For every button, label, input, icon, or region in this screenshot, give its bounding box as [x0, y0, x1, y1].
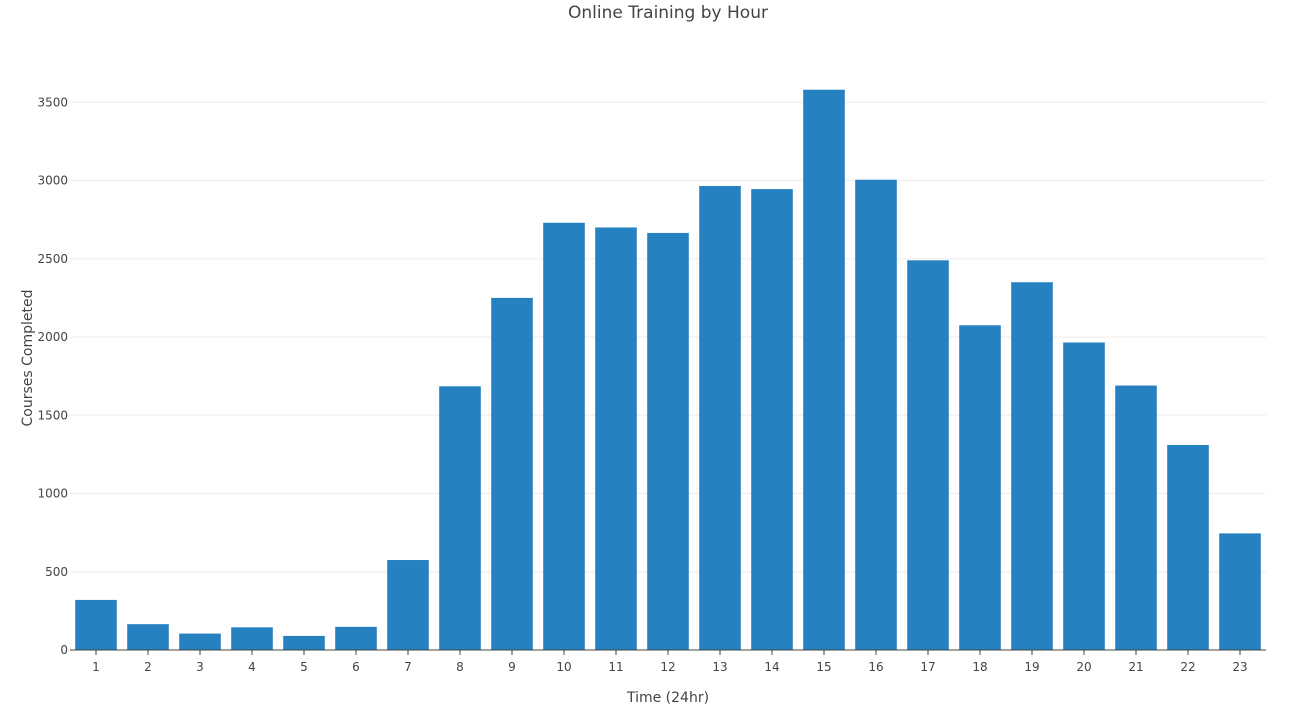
x-tick-label: 5 [300, 660, 308, 674]
bar-8[interactable] [439, 386, 481, 650]
bar-11[interactable] [595, 227, 637, 650]
bar-7[interactable] [387, 560, 429, 650]
bar-12[interactable] [647, 232, 689, 650]
bar-10[interactable] [543, 222, 585, 651]
x-tick-label: 9 [508, 660, 516, 674]
bar-23[interactable] [1219, 533, 1261, 650]
bar-5[interactable] [283, 635, 325, 650]
x-tick-label: 15 [816, 660, 831, 674]
x-tick-label: 22 [1180, 660, 1195, 674]
x-tick-label: 18 [972, 660, 987, 674]
x-tick-label: 23 [1232, 660, 1247, 674]
bar-14[interactable] [751, 189, 793, 651]
y-axis-title: Courses Completed [20, 290, 36, 427]
x-tick-label: 7 [404, 660, 412, 674]
x-tick-label: 13 [712, 660, 727, 674]
x-tick-label: 17 [920, 660, 935, 674]
y-tick-label: 2500 [37, 252, 68, 266]
y-tick-label: 500 [45, 565, 68, 579]
y-tick-label: 0 [60, 643, 68, 657]
x-tick-label: 14 [764, 660, 779, 674]
y-tick-label: 2000 [37, 330, 68, 344]
bar-3[interactable] [179, 633, 221, 650]
chart-title: Online Training by Hour [568, 3, 768, 23]
x-tick-label: 21 [1128, 660, 1143, 674]
x-tick-label: 1 [92, 660, 100, 674]
bar-18[interactable] [959, 325, 1001, 650]
x-tick-label: 4 [248, 660, 256, 674]
bars [75, 89, 1261, 651]
bar-13[interactable] [699, 185, 741, 650]
x-tick-label: 6 [352, 660, 360, 674]
bar-19[interactable] [1011, 282, 1053, 650]
y-tick-label: 3000 [37, 174, 68, 188]
y-tick-label: 1000 [37, 487, 68, 501]
y-tick-label: 1500 [37, 408, 68, 422]
x-tick-label: 8 [456, 660, 464, 674]
x-tick-label: 2 [144, 660, 152, 674]
bar-21[interactable] [1115, 385, 1157, 650]
bar-4[interactable] [231, 627, 273, 650]
bar-22[interactable] [1167, 444, 1209, 650]
x-tick-label: 20 [1076, 660, 1091, 674]
x-axis-ticks: 1 2 3 4 5 6 7 8 9 10 11 12 13 14 15 16 17 18 19 20 21 22 23 [92, 650, 1248, 674]
x-axis-title: Time (24hr) [626, 690, 709, 706]
x-tick-label: 12 [660, 660, 675, 674]
x-tick-label: 3 [196, 660, 204, 674]
bar-20[interactable] [1063, 342, 1105, 650]
x-tick-label: 16 [868, 660, 883, 674]
bar-1[interactable] [75, 599, 117, 650]
y-axis-ticks: 0 500 1000 1500 2000 2500 3000 3500 [37, 95, 68, 657]
bar-16[interactable] [855, 179, 897, 650]
x-tick-label: 10 [556, 660, 571, 674]
bar-9[interactable] [491, 297, 533, 650]
x-tick-label: 19 [1024, 660, 1039, 674]
x-tick-label: 11 [608, 660, 623, 674]
bar-6[interactable] [335, 626, 377, 650]
bar-15[interactable] [803, 89, 845, 651]
bar-2[interactable] [127, 624, 169, 650]
bar-17[interactable] [907, 260, 949, 650]
y-tick-label: 3500 [37, 95, 68, 109]
